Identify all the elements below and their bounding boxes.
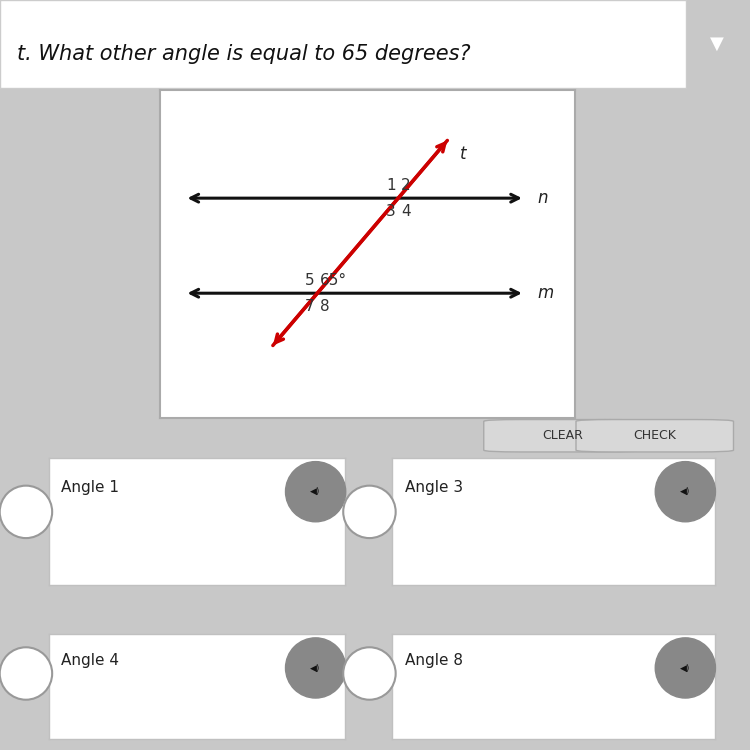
Text: CLEAR: CLEAR xyxy=(542,429,583,442)
Text: ◀): ◀) xyxy=(680,488,691,496)
Text: 3: 3 xyxy=(386,204,395,219)
Text: Angle 8: Angle 8 xyxy=(405,652,464,668)
Text: ◀): ◀) xyxy=(310,664,321,673)
Circle shape xyxy=(656,638,716,698)
Circle shape xyxy=(0,647,53,700)
Text: n: n xyxy=(537,189,548,207)
Circle shape xyxy=(344,486,396,538)
Circle shape xyxy=(344,647,396,700)
Text: CHECK: CHECK xyxy=(633,429,676,442)
Text: 65°: 65° xyxy=(320,273,347,288)
Text: Angle 3: Angle 3 xyxy=(405,481,464,496)
Text: 2: 2 xyxy=(400,178,410,193)
Text: 4: 4 xyxy=(400,204,410,219)
FancyBboxPatch shape xyxy=(484,419,641,452)
Text: t: t xyxy=(460,145,466,163)
Text: ◀): ◀) xyxy=(310,488,321,496)
Circle shape xyxy=(286,461,346,522)
Circle shape xyxy=(0,486,53,538)
Circle shape xyxy=(286,638,346,698)
Text: Angle 4: Angle 4 xyxy=(61,652,118,668)
Text: 8: 8 xyxy=(320,298,329,314)
Text: t. What other angle is equal to 65 degrees?: t. What other angle is equal to 65 degre… xyxy=(17,44,471,64)
Text: 5: 5 xyxy=(305,273,315,288)
Circle shape xyxy=(656,461,716,522)
Text: 7: 7 xyxy=(305,298,315,314)
Text: m: m xyxy=(537,284,554,302)
Text: Angle 1: Angle 1 xyxy=(61,481,118,496)
FancyBboxPatch shape xyxy=(576,419,734,452)
Text: 1: 1 xyxy=(386,178,395,193)
Text: ▼: ▼ xyxy=(710,34,724,53)
Text: ◀): ◀) xyxy=(680,664,691,673)
